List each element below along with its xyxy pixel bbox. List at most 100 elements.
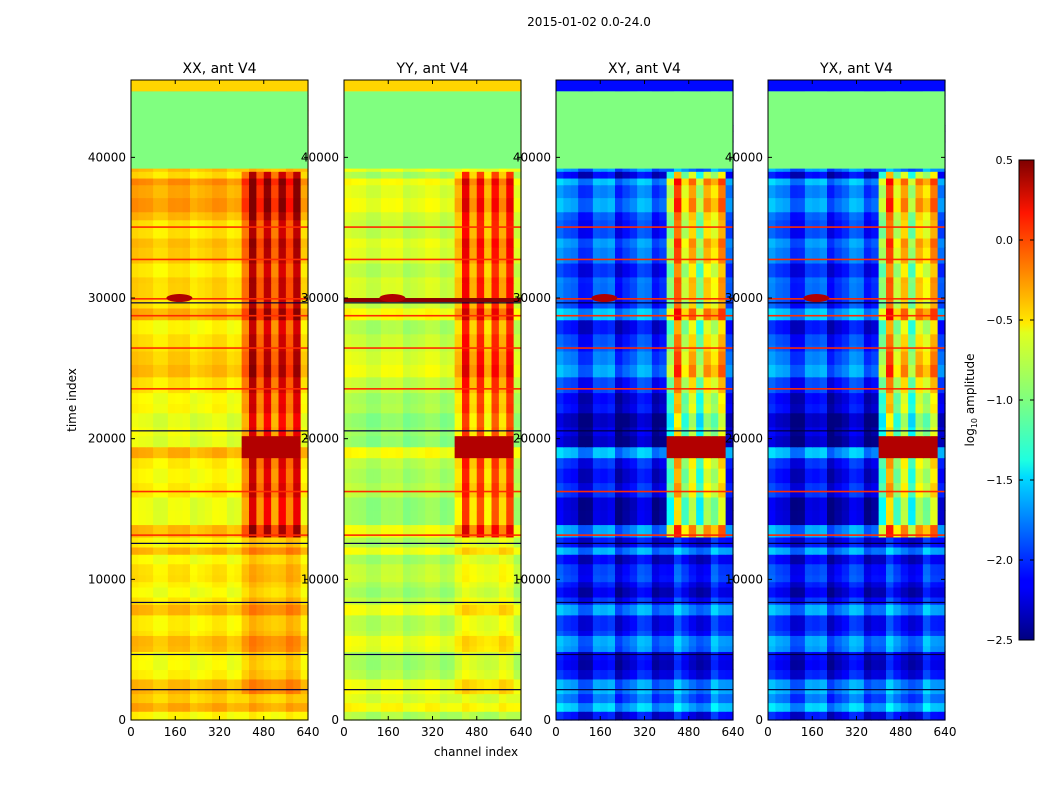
heatmap-cell — [930, 688, 939, 695]
heatmap-cell — [138, 364, 147, 378]
heatmap-cell — [388, 586, 397, 598]
heatmap-cell — [725, 702, 734, 712]
heatmap-cell — [358, 554, 367, 565]
heatmap-cell — [226, 651, 235, 661]
heatmap-cell — [410, 197, 419, 213]
heatmap-cell — [160, 177, 169, 186]
heatmap-cell — [629, 276, 638, 284]
heatmap-cell — [366, 702, 375, 712]
heatmap-cell — [219, 604, 228, 616]
heatmap-cell — [358, 333, 367, 346]
heatmap-cell — [666, 586, 675, 598]
heatmap-cell — [570, 524, 579, 538]
rfi-line — [131, 490, 308, 493]
heatmap-cell — [681, 276, 690, 284]
heatmap-cell — [703, 536, 712, 548]
heatmap-cell — [629, 333, 638, 346]
heatmap-cell — [153, 197, 162, 213]
heatmap-cell — [469, 211, 478, 221]
heatmap-cell — [293, 307, 302, 321]
heatmap-cell — [790, 604, 799, 616]
heatmap-cell — [278, 702, 287, 712]
heatmap-cell — [373, 412, 382, 428]
heatmap-cell — [930, 659, 939, 671]
heatmap-cell — [285, 435, 294, 448]
heatmap-cell — [263, 468, 272, 484]
heatmap-cell — [366, 669, 375, 680]
heatmap-cell — [212, 574, 221, 583]
heatmap-cell — [863, 614, 872, 622]
heatmap-cell — [293, 171, 302, 179]
heatmap-cell — [491, 319, 500, 335]
heatmap-cell — [249, 333, 257, 346]
heatmap-cell — [476, 392, 485, 405]
heatmap-cell — [469, 376, 478, 394]
heatmap-cell — [469, 581, 478, 588]
heatmap-cell — [366, 299, 375, 309]
heatmap-cell — [570, 630, 579, 636]
heatmap-cell — [856, 620, 865, 631]
heatmap-cell — [725, 403, 734, 414]
heatmap-cell — [768, 586, 776, 598]
heatmap-cell — [175, 620, 184, 631]
heatmap-cell — [725, 376, 734, 394]
heatmap-cell — [160, 482, 169, 498]
heatmap-cell — [556, 364, 564, 378]
heatmap-cell — [439, 574, 448, 583]
heatmap-cell — [506, 299, 515, 309]
heatmap-cell — [226, 581, 235, 588]
heatmap-cell — [263, 457, 272, 469]
heatmap-cell — [491, 630, 500, 636]
heatmap-cell — [607, 536, 616, 548]
heatmap-cell — [439, 586, 448, 598]
heatmap-cell — [190, 546, 198, 555]
heatmap-cell — [498, 446, 507, 459]
heatmap-cell — [644, 262, 653, 278]
heatmap-cell — [790, 688, 799, 695]
heatmap-cell — [271, 392, 280, 405]
heatmap-cell — [703, 435, 712, 448]
heatmap-cell — [710, 197, 719, 213]
heatmap-cell — [710, 659, 719, 671]
heatmap-cell — [410, 702, 419, 712]
heatmap-cell — [484, 604, 493, 616]
heatmap-cell — [790, 669, 799, 680]
heatmap-cell — [513, 678, 522, 689]
heatmap-cell — [644, 237, 653, 248]
heatmap-cell — [425, 237, 434, 248]
heatmap-cell — [681, 262, 690, 278]
heatmap-cell — [358, 496, 367, 511]
heatmap-cell — [578, 563, 587, 576]
heatmap-cell — [380, 563, 389, 576]
heatmap-cell — [688, 509, 697, 526]
heatmap-cell — [167, 574, 176, 583]
heatmap-cell — [469, 276, 478, 284]
heatmap-cell — [615, 630, 623, 636]
heatmap-cell — [182, 197, 191, 213]
heatmap-cell — [403, 299, 411, 309]
dark-line — [556, 302, 733, 304]
heatmap-cell — [204, 435, 213, 448]
heatmap-cell — [856, 604, 865, 616]
dark-line — [131, 601, 308, 604]
heatmap-cell — [138, 711, 147, 721]
heatmap-cell — [344, 468, 352, 484]
heatmap-cell — [629, 574, 638, 583]
heatmap-cell — [351, 630, 360, 636]
heatmap-cell — [513, 211, 522, 221]
heatmap-cell — [578, 299, 587, 309]
heatmap-cell — [900, 702, 909, 712]
heatmap-cell — [167, 171, 176, 179]
heatmap-cell — [256, 412, 265, 428]
heatmap-cell — [841, 711, 850, 721]
heatmap-cell — [476, 645, 485, 652]
heatmap-cell — [182, 276, 191, 284]
heatmap-cell — [212, 482, 221, 498]
heatmap-cell — [373, 586, 382, 598]
heatmap-cell — [410, 184, 419, 199]
heatmap-cell — [153, 669, 162, 680]
heatmap-cell — [226, 693, 235, 704]
heatmap-cell — [373, 446, 382, 459]
dark-line — [344, 653, 521, 656]
heatmap-cell — [498, 482, 507, 498]
